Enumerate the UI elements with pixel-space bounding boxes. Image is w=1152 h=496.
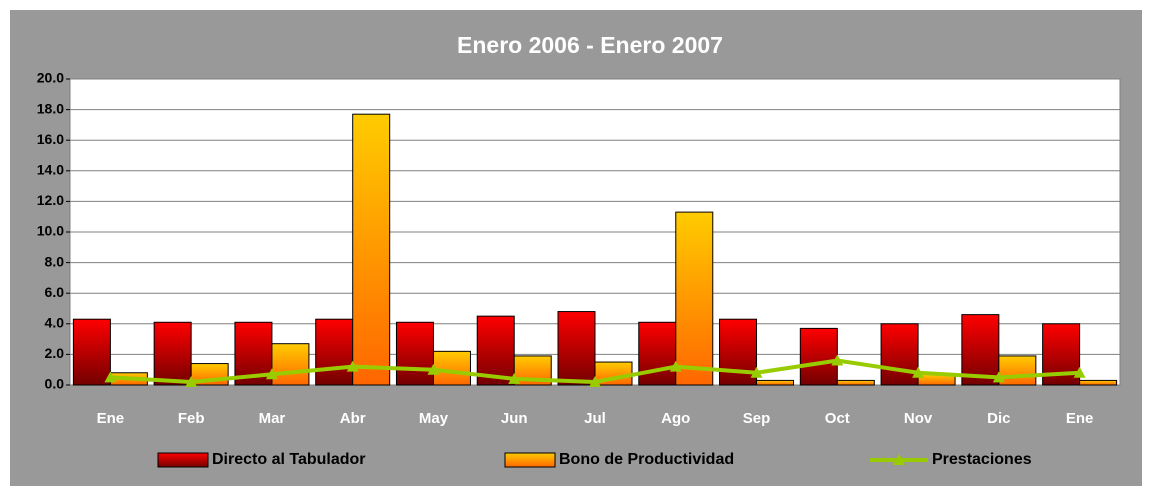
line-marker <box>427 363 440 375</box>
line-marker <box>508 372 521 384</box>
line-marker <box>912 366 925 378</box>
x-tick-label: Oct <box>825 410 850 427</box>
x-tick-label: Ene <box>1066 410 1094 427</box>
bar <box>836 379 875 386</box>
x-tick-label: Dic <box>987 410 1010 427</box>
bar <box>395 321 434 386</box>
line-marker <box>992 371 1005 383</box>
line-marker <box>589 375 601 387</box>
line-marker <box>104 371 117 383</box>
bar <box>315 318 354 386</box>
chart-title: Enero 2006 - Enero 2007 <box>457 32 723 58</box>
bar <box>961 314 1000 386</box>
y-tick-label: 4.0 <box>45 315 65 331</box>
x-tick-label: Jun <box>501 410 528 427</box>
legend-swatch <box>157 452 209 468</box>
line-marker <box>831 354 844 366</box>
y-tick-label: 16.0 <box>37 131 64 147</box>
y-tick-label: 8.0 <box>45 253 65 269</box>
legend-swatch <box>504 452 556 468</box>
bar <box>880 323 919 386</box>
line-marker <box>750 366 763 378</box>
bar <box>432 350 471 386</box>
legend-label: Prestaciones <box>932 451 1032 468</box>
y-tick-label: 14.0 <box>37 162 64 178</box>
x-tick-label: Ene <box>97 410 125 427</box>
y-tick-label: 0.0 <box>45 376 65 392</box>
bar <box>998 355 1037 386</box>
x-tick-label: Feb <box>178 410 205 427</box>
y-tick-label: 6.0 <box>45 284 65 300</box>
bar <box>271 343 310 386</box>
bar <box>72 318 111 386</box>
line-marker <box>346 360 359 372</box>
line-marker <box>669 360 682 372</box>
x-tick-label: Nov <box>904 410 933 427</box>
y-tick-label: 2.0 <box>45 345 65 361</box>
x-tick-label: Jul <box>584 410 606 427</box>
x-tick-label: Sep <box>743 410 771 427</box>
y-tick-label: 18.0 <box>37 100 64 116</box>
bar <box>352 113 391 386</box>
y-tick-label: 12.0 <box>37 192 64 208</box>
x-tick-label: Abr <box>340 410 366 427</box>
y-tick-label: 20.0 <box>37 70 64 86</box>
bar <box>675 211 714 386</box>
line-marker <box>1073 366 1086 378</box>
x-tick-label: May <box>419 410 449 427</box>
line-marker <box>265 368 278 380</box>
y-tick-label: 10.0 <box>37 223 64 239</box>
bar <box>799 327 838 386</box>
bar <box>557 311 596 386</box>
bar <box>153 321 192 386</box>
legend-label: Bono de Productividad <box>559 451 734 468</box>
x-tick-label: Mar <box>259 410 286 427</box>
legend-label: Directo al Tabulador <box>212 451 366 468</box>
bar <box>638 321 677 386</box>
line-marker <box>185 375 198 387</box>
legend-swatch-marker <box>893 454 905 465</box>
bar <box>1079 379 1118 386</box>
x-tick-label: Ago <box>661 410 690 427</box>
bar <box>756 379 795 386</box>
bar <box>719 318 758 386</box>
